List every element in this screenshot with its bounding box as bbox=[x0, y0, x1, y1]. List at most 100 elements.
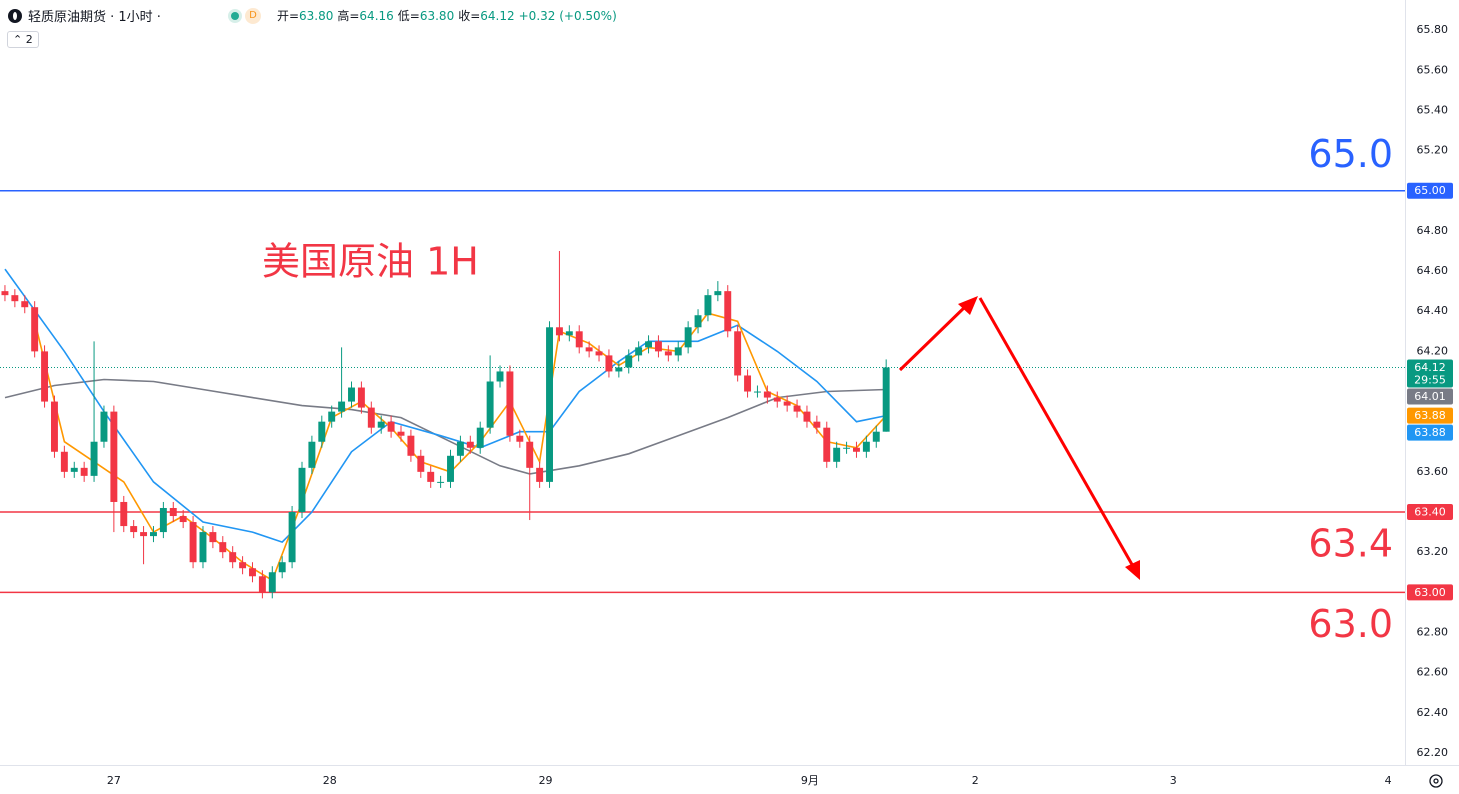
candle-body bbox=[664, 351, 672, 356]
ohlc-value: 64.16 bbox=[359, 9, 394, 23]
candle-body bbox=[397, 431, 405, 436]
drawing-arrows bbox=[898, 296, 1140, 580]
candle-body bbox=[753, 391, 761, 393]
candle-body bbox=[605, 355, 613, 372]
candle-body bbox=[674, 347, 682, 356]
candle-body bbox=[635, 347, 643, 356]
candle-body bbox=[803, 411, 811, 422]
candle-body bbox=[645, 341, 653, 348]
ohlc-value: 63.80 bbox=[299, 9, 334, 23]
symbol-title[interactable]: 轻质原油期货 · 1小时 · bbox=[28, 10, 161, 25]
candle-body bbox=[575, 331, 583, 348]
legend-header: 轻质原油期货 · 1小时 · D 开=63.80 高=64.16 低=63.80… bbox=[8, 6, 617, 25]
candle-body bbox=[308, 441, 316, 468]
x-tick-label: 27 bbox=[107, 774, 121, 787]
candle-body bbox=[338, 401, 346, 412]
ohlc-item: 收=64.12 bbox=[458, 7, 514, 24]
candle-body bbox=[862, 441, 870, 452]
candle-body bbox=[724, 291, 732, 332]
candle-body bbox=[140, 532, 148, 537]
candle-body bbox=[882, 367, 890, 432]
candle-body bbox=[516, 435, 524, 442]
candle-body bbox=[268, 572, 276, 593]
candle-body bbox=[833, 447, 841, 462]
price-tag-label: 63.00 bbox=[1414, 586, 1446, 599]
ohlc-label: 低= bbox=[397, 9, 420, 23]
ohlc-item: 开=63.80 bbox=[277, 7, 333, 24]
y-tick-label: 65.40 bbox=[1417, 103, 1449, 116]
candle-body bbox=[169, 507, 177, 517]
candle-body bbox=[100, 411, 108, 442]
candle-body bbox=[357, 387, 365, 408]
candle-body bbox=[417, 455, 425, 472]
ohlc-label: 高= bbox=[337, 9, 360, 23]
candle-body bbox=[1, 291, 9, 296]
level-annotation: 63.4 bbox=[1308, 522, 1393, 566]
candle-body bbox=[90, 441, 98, 476]
candle-body bbox=[130, 526, 138, 533]
candle-body bbox=[476, 427, 484, 448]
candle-body bbox=[447, 455, 454, 482]
candle-body bbox=[407, 435, 415, 456]
candle-body bbox=[526, 441, 534, 468]
candle-body bbox=[110, 411, 118, 502]
candle-body bbox=[654, 341, 662, 352]
candle-body bbox=[486, 381, 494, 428]
candle-body bbox=[229, 552, 237, 563]
candle-body bbox=[546, 327, 553, 482]
candle-body bbox=[298, 467, 306, 513]
price-tag bbox=[1407, 359, 1453, 388]
candle-body bbox=[249, 568, 256, 577]
candle-body bbox=[367, 407, 375, 428]
arrow-head bbox=[958, 296, 978, 315]
candle-body bbox=[734, 331, 742, 376]
ohlc-item: 低=63.80 bbox=[398, 7, 454, 24]
candle-body bbox=[694, 315, 702, 328]
price-tag bbox=[1407, 388, 1453, 405]
price-tag-label: 64.01 bbox=[1414, 390, 1446, 403]
candle-body bbox=[31, 307, 39, 352]
candle-body bbox=[159, 507, 167, 533]
price-tag bbox=[1407, 504, 1453, 521]
candle-body bbox=[466, 441, 474, 448]
y-tick-label: 65.80 bbox=[1417, 23, 1449, 36]
candle-body bbox=[209, 532, 217, 543]
ma-line bbox=[4, 378, 887, 475]
candle-body bbox=[625, 355, 633, 368]
candle-body bbox=[684, 327, 692, 348]
price-tag-label: 63.88 bbox=[1414, 426, 1446, 439]
price-tag-label: 63.88 bbox=[1414, 409, 1446, 422]
level-annotation: 65.0 bbox=[1308, 132, 1393, 176]
y-tick-label: 65.20 bbox=[1417, 144, 1449, 157]
candle-body bbox=[843, 447, 851, 449]
status-dot bbox=[230, 11, 239, 20]
y-tick-label: 64.60 bbox=[1417, 264, 1449, 277]
candle-body bbox=[783, 401, 791, 406]
candle-body bbox=[60, 451, 68, 472]
y-tick-label: 62.20 bbox=[1417, 746, 1449, 759]
candle-body bbox=[437, 481, 445, 483]
candle-body bbox=[744, 375, 752, 392]
y-tick-label: 63.20 bbox=[1417, 545, 1449, 558]
candle-body bbox=[763, 391, 771, 398]
x-tick-label: 3 bbox=[1170, 774, 1177, 787]
price-tag bbox=[1407, 182, 1453, 199]
candle-body bbox=[773, 397, 781, 402]
candle-body bbox=[872, 431, 880, 442]
candle-body bbox=[150, 532, 157, 537]
candle-body bbox=[555, 327, 563, 336]
candle-body bbox=[704, 295, 712, 316]
settings-icon[interactable] bbox=[1429, 774, 1443, 788]
ohlc-item: 高=64.16 bbox=[337, 7, 393, 24]
x-tick-label: 28 bbox=[323, 774, 337, 787]
candle-body bbox=[11, 295, 19, 302]
arrow-down bbox=[978, 297, 1136, 569]
candle-body bbox=[823, 427, 831, 462]
y-tick-label: 62.60 bbox=[1417, 666, 1449, 679]
candle-body bbox=[714, 291, 722, 296]
ma-line bbox=[4, 268, 887, 544]
candle-body bbox=[120, 501, 128, 527]
indicator-toggle[interactable]: ⌃ 2 bbox=[7, 31, 39, 48]
candle-body bbox=[536, 467, 544, 482]
